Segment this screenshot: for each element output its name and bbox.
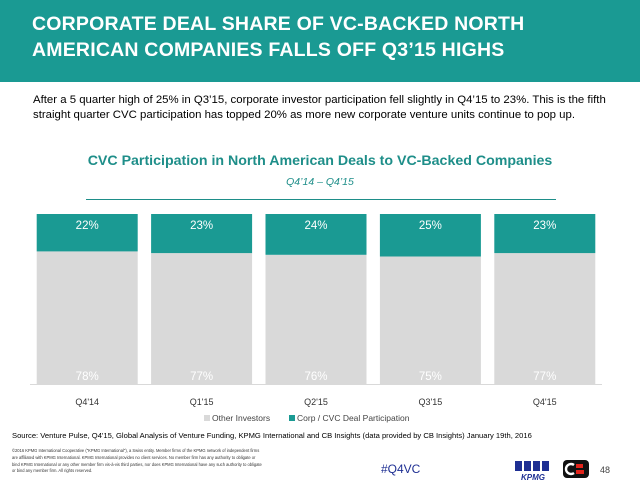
- x-tick-label: Q4'14: [75, 397, 99, 407]
- page-title: CORPORATE DEAL SHARE OF VC-BACKED NORTH …: [32, 13, 525, 61]
- bar-other-investors: [151, 253, 253, 384]
- x-tick-label: Q1'15: [190, 397, 214, 407]
- bar-corp-cvc: [265, 214, 367, 255]
- bar-other-investors: [265, 254, 367, 384]
- title-divider: [86, 199, 556, 200]
- data-label-corp-cvc: 23%: [190, 220, 213, 232]
- source-note: Source: Venture Pulse, Q4'15, Global Ana…: [12, 431, 532, 440]
- legend-label: Other Investors: [212, 413, 270, 423]
- data-label-other-investors: 77%: [533, 371, 556, 383]
- bar-corp-cvc: [151, 214, 253, 254]
- intro-paragraph: After a 5 quarter high of 25% in Q3’15, …: [33, 94, 606, 121]
- bar-corp-cvc: [494, 214, 596, 254]
- data-label-corp-cvc: 22%: [76, 220, 99, 232]
- page-number: 48: [600, 465, 611, 475]
- chart-title: CVC Participation in North American Deal…: [87, 153, 553, 169]
- bar-corp-cvc: [36, 214, 138, 252]
- bar-other-investors: [494, 253, 596, 384]
- x-tick-label: Q2'15: [304, 397, 328, 407]
- stacked-bar-chart: 22% 78% Q4'14 23% 77% Q1'15 24% 76% Q2'15 25% 75% Q…: [30, 214, 602, 423]
- legend-label: Corp / CVC Deal Participation: [297, 413, 410, 423]
- kpmg-logo-text: KPMG: [521, 473, 545, 482]
- data-label-corp-cvc: 23%: [533, 220, 556, 232]
- legend-swatch: [204, 415, 210, 421]
- data-label-other-investors: 77%: [190, 371, 213, 383]
- header-bar: CORPORATE DEAL SHARE OF VC-BACKED NORTH …: [0, 0, 640, 82]
- bar-corp-cvc: [379, 214, 481, 257]
- bar-other-investors: [379, 256, 481, 384]
- bar-other-investors: [36, 251, 138, 384]
- data-label-corp-cvc: 25%: [419, 220, 442, 232]
- cb-insights-logo: [563, 460, 589, 478]
- legend: Other Investors Corp / CVC Deal Participa…: [204, 413, 410, 423]
- data-label-other-investors: 75%: [419, 371, 442, 383]
- chart-subtitle: Q4’14 – Q4’15: [286, 176, 354, 188]
- x-tick-label: Q3'15: [419, 397, 443, 407]
- kpmg-logo: KPMG: [515, 461, 549, 482]
- data-label-other-investors: 78%: [76, 371, 99, 383]
- data-label-other-investors: 76%: [304, 371, 327, 383]
- copyright-note: ©2016 KPMG International Cooperative ("K…: [12, 448, 262, 474]
- data-label-corp-cvc: 24%: [304, 220, 327, 232]
- x-tick-label: Q4'15: [533, 397, 557, 407]
- legend-swatch: [289, 415, 295, 421]
- hashtag: #Q4VC: [381, 462, 421, 476]
